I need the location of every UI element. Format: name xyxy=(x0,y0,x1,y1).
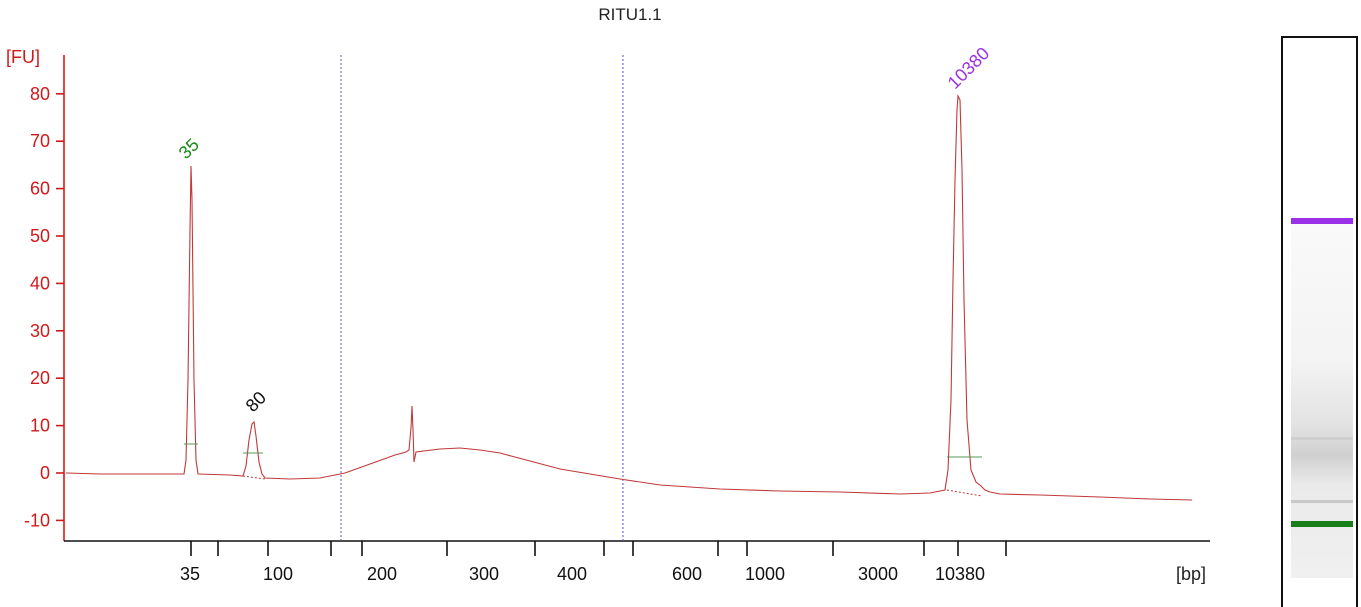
x-major-ticks xyxy=(190,541,1007,556)
x-tick-label-100: 100 xyxy=(263,564,293,584)
peak-label-35: 35 xyxy=(175,135,203,163)
chart-title: RITU1.1 xyxy=(598,5,661,24)
x-tick-labels: 35 100 200 300 400 600 1000 3000 10380 xyxy=(180,564,985,584)
y-tick-label-10: 10 xyxy=(30,416,50,436)
x-tick-label-600: 600 xyxy=(672,564,702,584)
x-tick-label-300: 300 xyxy=(469,564,499,584)
gel-band-upper-marker xyxy=(1291,218,1353,224)
x-tick-label-400: 400 xyxy=(557,564,587,584)
trace xyxy=(65,93,1193,501)
gel-image xyxy=(1281,36,1358,607)
gel-lane-smear xyxy=(1291,218,1353,578)
x-tick-label-3000: 3000 xyxy=(858,564,898,584)
y-tick-label-60: 60 xyxy=(30,179,50,199)
x-tick-label-200: 200 xyxy=(367,564,397,584)
x-tick-label-1000: 1000 xyxy=(745,564,785,584)
x-tick-label-35: 35 xyxy=(180,564,200,584)
x-axis-label: [bp] xyxy=(1176,564,1206,584)
peak-markers xyxy=(184,443,982,458)
y-tick-label-0: 0 xyxy=(40,463,50,483)
y-tick-label--10: -10 xyxy=(24,510,50,530)
x-tick-label-10380: 10380 xyxy=(935,564,985,584)
y-tick-label-20: 20 xyxy=(30,368,50,388)
peak-label-80: 80 xyxy=(242,388,270,416)
gel-lane-ladder-line-2 xyxy=(1291,500,1353,503)
y-axis-label: [FU] xyxy=(6,47,40,67)
gel-lane-ladder-line xyxy=(1291,437,1353,440)
electropherogram: RITU1.1 [FU] [bp] -10 0 10 20 30 40 50 60 70 80 3… xyxy=(6,5,1210,584)
peak-labels: 35 80 10380 xyxy=(175,43,994,416)
peak-baselines xyxy=(242,475,983,497)
y-tick-label-50: 50 xyxy=(30,226,50,246)
y-tick-label-30: 30 xyxy=(30,321,50,341)
peak-label-10380: 10380 xyxy=(944,43,994,93)
y-tick-label-70: 70 xyxy=(30,131,50,151)
y-tick-label-40: 40 xyxy=(30,273,50,293)
gel-band-lower-marker xyxy=(1291,521,1353,527)
trace-line xyxy=(65,93,1193,501)
y-tick-label-80: 80 xyxy=(30,84,50,104)
